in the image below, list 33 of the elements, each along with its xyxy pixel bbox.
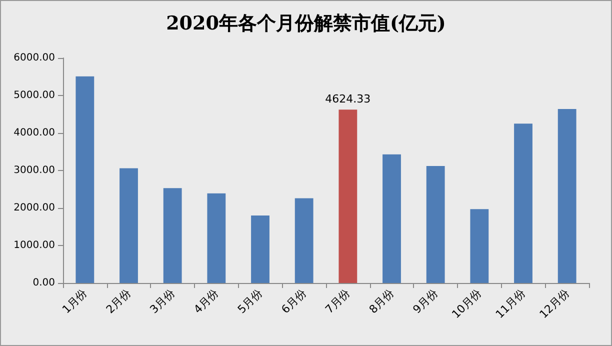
x-tick-label: 11月份 [493, 286, 528, 322]
y-tick-label: 3000.00 [14, 165, 55, 176]
x-tick-label: 6月份 [278, 286, 309, 316]
y-tick-label: 2000.00 [14, 202, 55, 214]
bar [382, 154, 401, 283]
x-tick-label: 10月份 [449, 286, 484, 322]
bar [120, 168, 138, 283]
bar [76, 76, 94, 283]
chart-title: 2020年各个月份解禁市值(亿元) [166, 12, 446, 34]
bar [338, 110, 358, 283]
y-tick-label: 4000.00 [14, 128, 55, 138]
bar [470, 209, 489, 283]
x-tick-label: 3月份 [147, 286, 178, 316]
x-tick-label: 5月份 [235, 286, 265, 316]
x-tick-label: 8月份 [366, 286, 396, 316]
x-tick-label: 1月份 [60, 286, 90, 316]
x-tick-label: 2月份 [104, 286, 134, 316]
bar [426, 166, 445, 283]
y-tick-label: 5000.00 [14, 90, 55, 101]
bar [207, 193, 226, 283]
y-tick-label: 1000.00 [14, 240, 55, 251]
bar [514, 124, 532, 283]
y-tick-label: 6000.00 [14, 52, 55, 64]
bar [163, 188, 182, 283]
bar [558, 109, 576, 283]
y-tick-label: 0.00 [32, 278, 55, 288]
bar [294, 198, 314, 283]
bar [251, 216, 270, 283]
x-tick-label: 9月份 [410, 286, 440, 316]
x-tick-label: 7月份 [322, 286, 353, 316]
x-tick-label: 4月份 [191, 286, 222, 316]
x-tick-label: 12月份 [537, 286, 572, 322]
data-label: 4624.33 [325, 92, 371, 106]
